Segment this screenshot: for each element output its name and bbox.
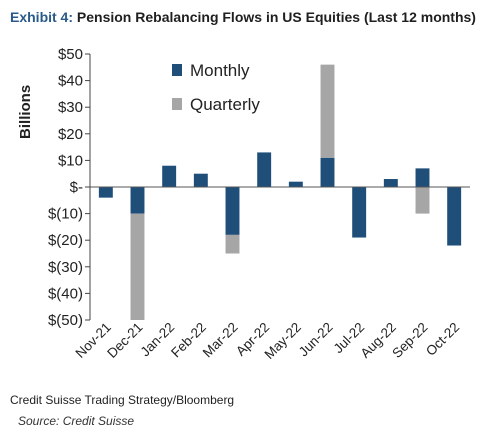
bar-quarterly-mar-22: [225, 234, 240, 254]
bar-monthly-jan-22: [162, 165, 177, 187]
x-category-label: Dec-21: [104, 320, 145, 361]
x-category-label: Oct-22: [423, 320, 462, 359]
source-note: Source: Credit Suisse: [18, 414, 135, 428]
y-tick-label: $(40): [48, 285, 83, 302]
chart-title-prefix: Exhibit 4:: [10, 9, 74, 25]
bar-monthly-oct-22: [447, 187, 462, 246]
y-tick-label: $10: [58, 152, 83, 169]
y-tick-label: $-: [70, 179, 83, 196]
bar-monthly-jun-22: [320, 157, 335, 187]
chart-title-main: Pension Rebalancing Flows in US Equities…: [76, 9, 476, 25]
bar-monthly-dec-21: [130, 187, 145, 214]
bar-monthly-mar-22: [225, 187, 240, 235]
y-tick-label: $(50): [48, 312, 83, 329]
chart-area: $50 $40 $30 $20 $10 $- $(10) $(20) $(30) $(40) $(5…: [0, 32, 491, 387]
y-tick-label: $50: [58, 46, 83, 63]
y-tick-label: $(20): [48, 232, 83, 249]
bar-monthly-apr-22: [257, 152, 272, 187]
bar-monthly-nov-21: [98, 187, 113, 198]
y-tick-label: $(10): [48, 206, 83, 223]
x-category-label: Mar-22: [200, 320, 241, 361]
source-line: Credit Suisse Trading Strategy/Bloomberg: [10, 393, 235, 407]
bar-monthly-jul-22: [352, 187, 367, 238]
y-tick-label: $30: [58, 99, 83, 116]
bar-monthly-aug-22: [383, 179, 398, 187]
x-category-label: Sep-22: [389, 320, 430, 361]
y-tick-label: $(30): [48, 259, 83, 276]
bar-quarterly-dec-21: [130, 213, 145, 320]
bar-chart: $50 $40 $30 $20 $10 $- $(10) $(20) $(30) $(40) $(5…: [17, 46, 470, 362]
x-category-label: Jun-22: [296, 320, 336, 360]
bar-quarterly-sep-22: [415, 187, 430, 214]
chart-title: Exhibit 4: Pension Rebalancing Flows in …: [10, 9, 476, 25]
x-category-label: Feb-22: [168, 320, 209, 361]
bar-monthly-feb-22: [193, 173, 208, 187]
y-axis-label: Billions: [17, 85, 34, 139]
legend-swatch-monthly: [172, 64, 182, 76]
y-tick-label: $20: [58, 126, 83, 143]
legend-label-quarterly: Quarterly: [190, 95, 260, 114]
legend-swatch-quarterly: [172, 98, 182, 110]
bar-quarterly-jun-22: [320, 64, 335, 158]
y-tick-label: $40: [58, 73, 83, 90]
bar-monthly-may-22: [288, 181, 303, 187]
legend-label-monthly: Monthly: [190, 61, 250, 80]
bar-monthly-sep-22: [415, 168, 430, 187]
